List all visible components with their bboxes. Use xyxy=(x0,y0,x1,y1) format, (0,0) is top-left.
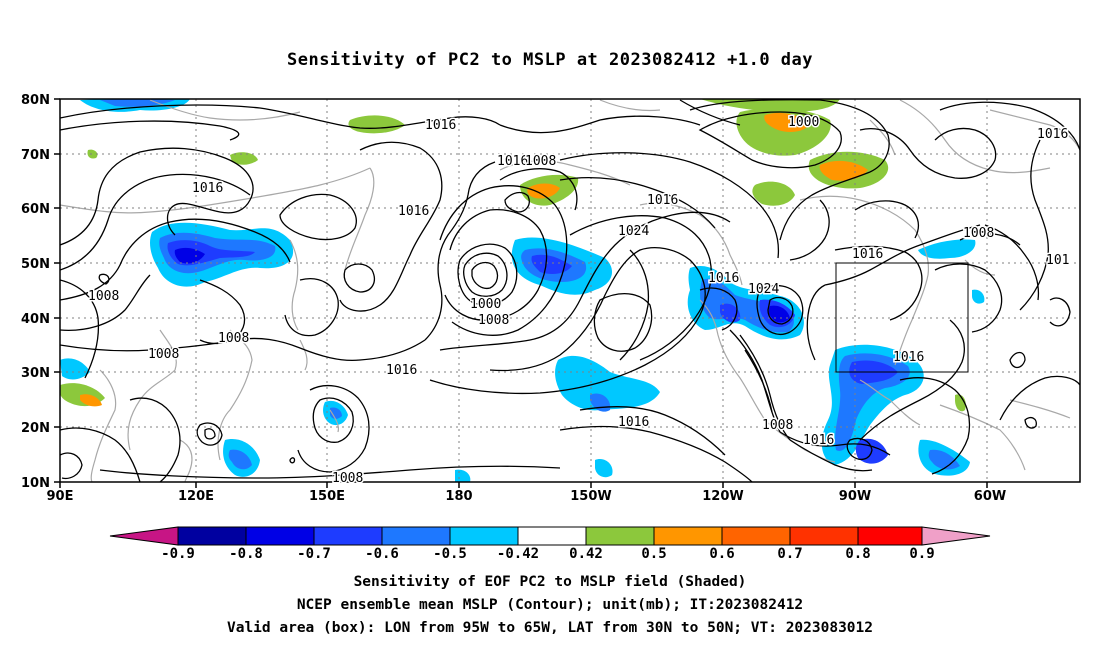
contour-label: 1016 xyxy=(852,247,883,262)
lon-label: 150E xyxy=(309,489,345,504)
tick-marks xyxy=(54,98,988,488)
contour-label: 1000 xyxy=(788,115,819,130)
lat-label: 70N xyxy=(21,148,50,163)
contour-label: 1016 xyxy=(803,433,834,448)
lat-label: 40N xyxy=(21,312,50,327)
valid-area-box xyxy=(835,262,969,373)
lat-label: 20N xyxy=(21,421,50,436)
coastlines xyxy=(60,99,1080,482)
mslp-contours xyxy=(60,99,1080,482)
longitude-labels: 90E 120E 150E 180 150W 120W 90W 60W xyxy=(47,489,1007,504)
lon-label: 120E xyxy=(178,489,214,504)
contour-label: 1008 xyxy=(963,226,994,241)
contour-label: 1008 xyxy=(478,313,509,328)
lat-label: 50N xyxy=(21,257,50,272)
contour-label: 1008 xyxy=(525,154,556,169)
contour-label: 1024 xyxy=(748,282,779,297)
lat-label: 10N xyxy=(21,476,50,491)
positive-sensitivity-shading xyxy=(60,99,966,412)
contour-label: 1008 xyxy=(218,331,249,346)
contour-label: 1016 xyxy=(386,363,417,378)
contour-label: 1008 xyxy=(762,418,793,433)
map-title: Sensitivity of PC2 to MSLP at 2023082412… xyxy=(286,50,813,70)
contour-label: 101 xyxy=(1046,253,1069,268)
lon-label: 150W xyxy=(570,489,611,504)
contour-label: 1016 xyxy=(647,193,678,208)
contour-labels: 1016 1016 1016 1016 1016 1016 1016 1016 … xyxy=(87,114,1071,488)
caption-valid-area: Valid area (box): LON from 95W to 65W, L… xyxy=(226,620,873,636)
contour-label: 1016 xyxy=(1037,127,1068,142)
caption-contour: NCEP ensemble mean MSLP (Contour); unit(… xyxy=(296,597,804,613)
lat-label: 60N xyxy=(21,202,50,217)
lat-label: 30N xyxy=(21,366,50,381)
lon-label: 180 xyxy=(445,489,472,504)
contour-label: 1024 xyxy=(618,224,649,239)
negative-sensitivity-shading xyxy=(60,99,985,482)
contour-label: 1000 xyxy=(470,297,501,312)
contour-label: 1016 xyxy=(398,204,429,219)
caption-shading: Sensitivity of EOF PC2 to MSLP field (Sh… xyxy=(353,574,747,590)
lon-label: 120W xyxy=(702,489,743,504)
lon-label: 90E xyxy=(47,489,74,504)
contour-label: 1008 xyxy=(148,347,179,362)
contour-label: 1016 xyxy=(893,350,924,365)
contour-label: 1008 xyxy=(88,289,119,304)
lon-label: 90W xyxy=(839,489,871,504)
contour-label: 1016 xyxy=(618,415,649,430)
contour-label: 1016 xyxy=(708,271,739,286)
contour-label: 1016 xyxy=(425,118,456,133)
lat-label: 80N xyxy=(21,93,50,108)
contour-label: 1016 xyxy=(497,154,528,169)
map-frame xyxy=(59,98,1081,483)
contour-label: 1008 xyxy=(332,471,363,486)
graticule xyxy=(60,99,1080,482)
contour-label: 1016 xyxy=(192,181,223,196)
lon-label: 60W xyxy=(974,489,1006,504)
latitude-labels: 80N 70N 60N 50N 40N 30N 20N 10N xyxy=(21,93,50,491)
